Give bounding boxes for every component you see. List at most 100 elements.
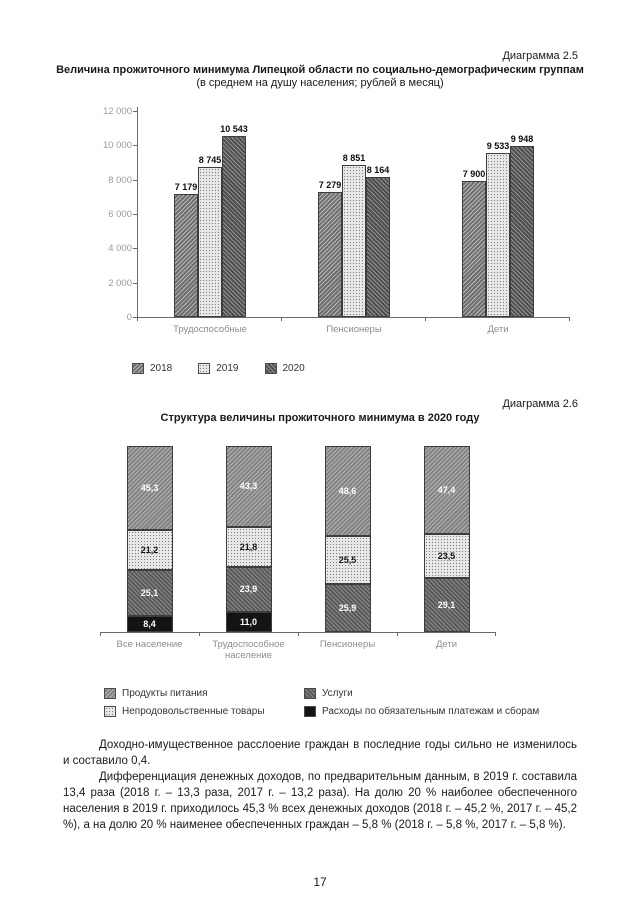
bar-2019 (198, 166, 222, 317)
legend-item: 2020 (264, 363, 305, 374)
y-tick-label: 4 000 (108, 243, 132, 255)
bar-value-label: 7 179 (174, 181, 198, 192)
x-tick-mark (298, 632, 299, 636)
bar-value-label: 7 279 (318, 180, 342, 191)
bar-value-label: 9 948 (510, 134, 534, 145)
bar-value-label: 9 533 (486, 141, 510, 152)
legend-label: Расходы по обязательным платежам и сбора… (322, 706, 540, 717)
bar-value-label: 10 543 (220, 124, 248, 134)
x-tick-mark (100, 632, 101, 636)
diagram-2-6-title: Структура величины прожиточного минимума… (160, 412, 480, 424)
bar-segment (126, 446, 173, 531)
y-tick-label: 2 000 (108, 277, 132, 289)
bar-segment (423, 577, 470, 632)
y-tick-mark (133, 248, 137, 250)
x-category-label: Трудоспособные (173, 324, 247, 335)
legend-swatch (304, 706, 316, 717)
y-tick-mark (133, 282, 137, 284)
legend-swatch (198, 363, 211, 374)
segment-label: 29,1 (437, 599, 456, 610)
segment-label: 23,5 (437, 551, 456, 562)
x-category-label: Пенсионеры (326, 324, 382, 335)
bar-value-label: 7 900 (462, 169, 486, 180)
legend-item: 2018 (132, 363, 172, 374)
bar-value-label: 8 851 (342, 153, 366, 164)
legend-swatch (104, 688, 116, 699)
x-category-label: Пенсионеры (319, 639, 376, 650)
bar-segment (225, 611, 272, 632)
y-tick-label: 0 (126, 312, 132, 323)
legend-item: Расходы по обязательным платежам и сбора… (304, 706, 640, 717)
paragraph-income-stratification: Доходно-имущественное расслоение граждан… (63, 739, 577, 767)
grouped-bar-chart: 0 2 000 4 000 6 000 8 000 10 000 12 000 7 179 8 … (86, 103, 586, 355)
x-category-label: Дети (487, 324, 509, 335)
segment-label: 8,4 (143, 619, 156, 630)
segment-label: 25,5 (338, 555, 357, 566)
diagram-2-5-title: Величина прожиточного минимума Липецкой … (56, 64, 584, 76)
segment-label: 45,3 (140, 483, 159, 494)
bar-segment (126, 530, 173, 570)
legend-swatch (132, 363, 144, 374)
x-axis (137, 317, 570, 318)
legend-item: Услуги (304, 688, 640, 699)
bar-segment (225, 567, 272, 612)
bar-segment (126, 569, 173, 617)
segment-label: 11,0 (239, 616, 258, 627)
legend-swatch (304, 688, 316, 699)
page-number: 17 (313, 875, 327, 889)
bar-segment (225, 446, 272, 527)
body-text: Доходно-имущественное расслоение граждан… (63, 737, 577, 833)
bar-2020 (222, 136, 246, 317)
legend-label: 2019 (216, 363, 239, 374)
x-tick-mark (495, 632, 496, 636)
bar-2019 (486, 153, 510, 317)
segment-label: 25,1 (140, 588, 159, 599)
legend-item: 2019 (198, 363, 239, 374)
legend-label: Продукты питания (122, 688, 208, 699)
bar-2018 (318, 192, 342, 317)
x-tick-mark (137, 317, 138, 321)
bar-2018 (462, 181, 486, 317)
segment-label: 21,2 (140, 544, 159, 555)
diagram-2-6-caption: Диаграмма 2.6 (502, 398, 578, 410)
x-tick-mark (569, 317, 570, 321)
segment-label: 21,8 (239, 541, 258, 552)
legend-item: Продукты питания (104, 688, 304, 699)
x-tick-mark (199, 632, 200, 636)
diagram-2-5-subtitle: (в среднем на душу населения; рублей в м… (196, 77, 444, 89)
diagram-2-5-caption: Диаграмма 2.5 (502, 50, 578, 62)
legend-swatch (104, 706, 116, 717)
legend-label: 2018 (150, 363, 173, 374)
y-tick-mark (133, 317, 137, 318)
legend-label: Непродовольственные товары (122, 706, 265, 717)
bar-value-label: 8 164 (366, 164, 390, 175)
y-tick-mark (133, 145, 137, 147)
bar-2019 (342, 165, 366, 317)
chart1-legend: 2018 2019 2020 (132, 363, 640, 374)
x-tick-mark (397, 632, 398, 636)
legend-item: Непродовольственные товары (104, 706, 304, 717)
bar-segment (324, 583, 371, 632)
segment-label: 23,9 (239, 584, 258, 595)
bar-segment (225, 526, 272, 568)
segment-label: 47,4 (437, 485, 456, 496)
legend-label: 2020 (282, 363, 305, 374)
x-category-label: Дети (435, 639, 458, 650)
bar-value-label: 8 745 (198, 154, 222, 165)
x-tick-mark (281, 317, 282, 321)
bar-segment (423, 534, 470, 578)
y-tick-label: 10 000 (102, 140, 132, 152)
y-tick-mark (133, 111, 137, 112)
legend-swatch (264, 363, 277, 374)
bar-2020 (510, 146, 534, 317)
x-category-label: Все население (116, 639, 183, 650)
x-tick-mark (425, 317, 426, 321)
bar-2018 (174, 193, 198, 317)
legend-label: Услуги (322, 688, 353, 699)
bar-segment (324, 446, 371, 537)
segment-label: 48,6 (338, 486, 357, 497)
segment-label: 25,9 (338, 602, 357, 613)
bar-segment (423, 446, 470, 535)
bar-segment (324, 536, 371, 584)
